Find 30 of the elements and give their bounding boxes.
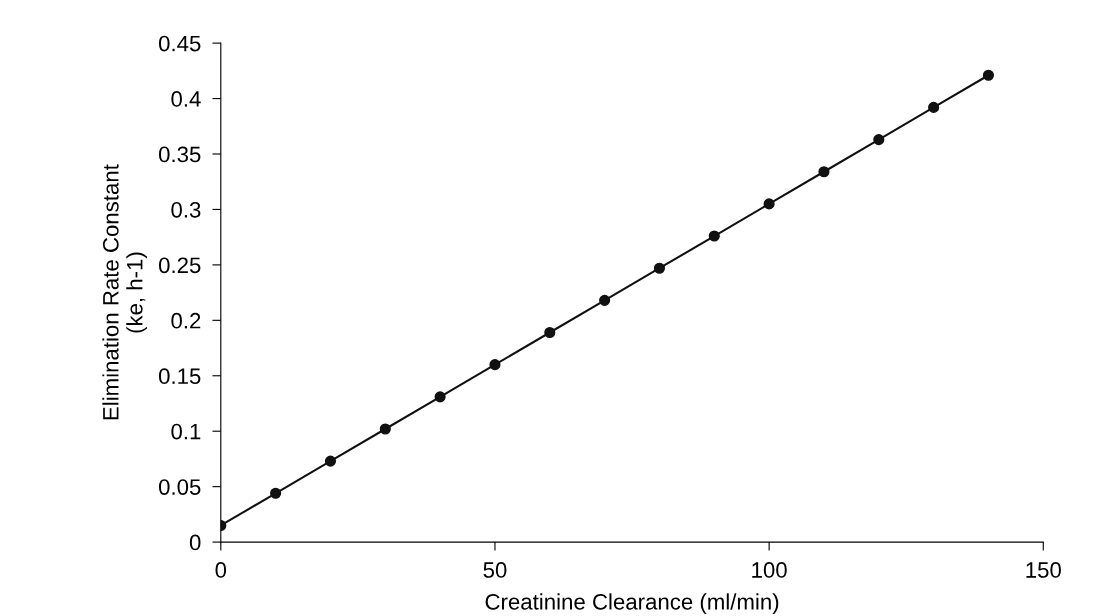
y-tick-label: 0.05 bbox=[158, 479, 201, 495]
y-tick-label: 0.3 bbox=[171, 201, 201, 218]
y-tick-label: 0 bbox=[189, 534, 201, 551]
y-tick-label: 0.2 bbox=[171, 312, 201, 329]
point bbox=[928, 101, 940, 113]
y-axis-title: Elimination Rate Constant (ke, h-1) bbox=[102, 164, 147, 420]
y-tick-label: 0.25 bbox=[158, 257, 201, 274]
y-tick-label: 0.45 bbox=[158, 35, 201, 52]
point bbox=[873, 134, 885, 146]
point bbox=[270, 487, 282, 499]
x-axis-title: Creatinine Clearance (ml/min) bbox=[485, 593, 779, 615]
point bbox=[379, 423, 391, 435]
point bbox=[653, 262, 666, 274]
x-tick-label: 100 bbox=[752, 562, 787, 578]
point bbox=[708, 230, 720, 242]
y-tick-label: 0.4 bbox=[171, 91, 201, 107]
point bbox=[818, 166, 830, 178]
y-tick-label: 0.35 bbox=[158, 146, 201, 163]
y-tick-label: 0.15 bbox=[158, 368, 201, 385]
x-tick-label: 0 bbox=[215, 562, 227, 578]
y-tick-label: 0.1 bbox=[171, 423, 201, 440]
point bbox=[324, 455, 337, 467]
point bbox=[434, 391, 446, 403]
point bbox=[544, 326, 556, 339]
x-tick-label: 50 bbox=[483, 562, 507, 578]
point bbox=[599, 294, 611, 306]
x-tick-label: 150 bbox=[1026, 562, 1061, 578]
point bbox=[489, 359, 501, 371]
point bbox=[982, 69, 995, 81]
point bbox=[763, 198, 775, 210]
